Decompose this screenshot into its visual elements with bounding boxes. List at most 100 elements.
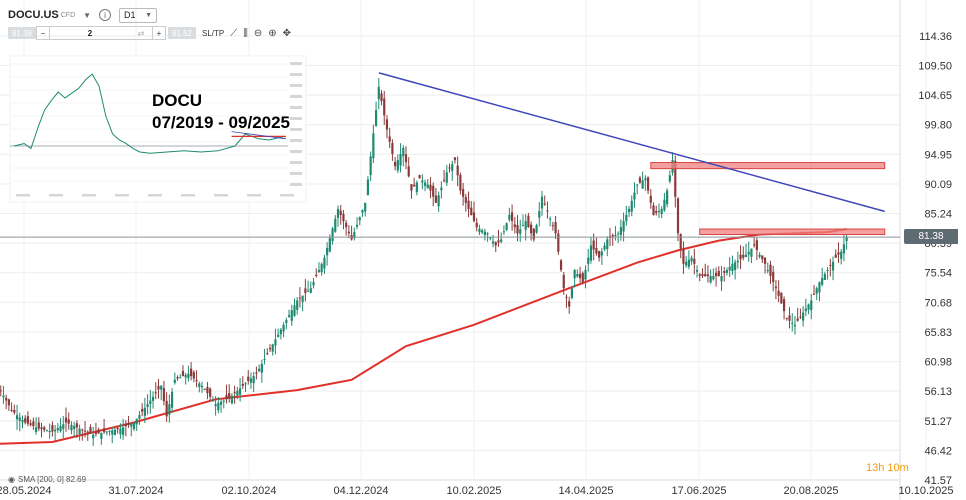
- swap-icon[interactable]: ⇄: [130, 26, 152, 40]
- candle-body: [625, 215, 628, 222]
- candle-body: [170, 391, 174, 408]
- increase-quantity-button[interactable]: +: [152, 26, 166, 40]
- candle-body: [247, 376, 250, 381]
- candle-body: [233, 392, 236, 394]
- chart-toolbar: DOCU.US CFD ▼ i D1 ▼: [8, 6, 158, 24]
- candle-body: [268, 347, 272, 350]
- candle-body: [578, 273, 582, 279]
- candle-body: [34, 427, 38, 433]
- line-chart-icon[interactable]: ⟋: [230, 27, 238, 39]
- candle-body: [92, 434, 95, 439]
- candle-body: [135, 418, 138, 425]
- info-icon[interactable]: i: [99, 9, 112, 21]
- candle-body: [274, 339, 277, 346]
- inset-axis-tick: [290, 128, 302, 131]
- zoom-out-icon[interactable]: ⊖: [253, 27, 263, 39]
- candle-body: [791, 322, 794, 324]
- price-tick-label: 90.09: [924, 179, 952, 191]
- candle-body: [320, 263, 323, 273]
- decrease-quantity-button[interactable]: −: [36, 26, 50, 40]
- candle-body: [113, 429, 117, 436]
- candle-body: [655, 211, 658, 213]
- candle-body: [464, 197, 467, 203]
- candle-body: [59, 426, 62, 432]
- candle-body: [339, 210, 342, 216]
- sell-button[interactable]: 81.38: [8, 27, 36, 39]
- candle-body: [666, 190, 669, 205]
- candle-body: [782, 299, 786, 312]
- candle-body: [581, 273, 584, 283]
- time-tick-label: 04.12.2024: [333, 485, 388, 497]
- inset-axis-tick: [290, 150, 302, 153]
- candle-body: [271, 344, 274, 352]
- candle-body: [530, 224, 533, 234]
- candle-body: [402, 147, 405, 157]
- inset-axis-tick: [148, 194, 162, 197]
- candle-body: [0, 390, 2, 392]
- candle-body: [162, 388, 166, 402]
- candle-body: [361, 210, 364, 213]
- candle-body: [277, 334, 280, 337]
- instrument-type-label: CFD: [60, 11, 76, 19]
- candle-body: [429, 184, 432, 191]
- time-tick-label: 14.04.2025: [558, 485, 613, 497]
- candle-body: [18, 417, 21, 421]
- sltp-button[interactable]: SL/TP: [202, 28, 225, 38]
- candle-body: [355, 224, 359, 227]
- candle-body: [353, 232, 356, 239]
- candle-body: [823, 273, 826, 280]
- inset-axis-tick: [214, 194, 228, 197]
- candle-body: [826, 269, 829, 271]
- candle-body: [287, 315, 291, 317]
- sma-line-path: [0, 228, 847, 445]
- quantity-input[interactable]: 2: [50, 26, 130, 40]
- candle-body: [266, 353, 269, 355]
- candle-body: [290, 310, 293, 321]
- buy-button[interactable]: 81.52: [168, 27, 196, 39]
- candle-body: [418, 174, 421, 179]
- candle-body: [508, 215, 511, 220]
- candle-body: [510, 212, 514, 222]
- inset-axis-tick: [82, 194, 96, 197]
- candle-body: [181, 370, 185, 377]
- symbol-dropdown-icon[interactable]: ▼: [83, 10, 92, 20]
- candle-body: [714, 272, 718, 277]
- candle-body: [37, 422, 40, 429]
- candle-body: [723, 271, 726, 273]
- candle-body: [298, 297, 302, 299]
- candle-body: [21, 420, 24, 423]
- timeframe-select[interactable]: D1 ▼: [119, 7, 158, 23]
- candle-body: [695, 269, 699, 272]
- candle-body: [676, 198, 680, 234]
- eye-icon[interactable]: ◉: [8, 475, 15, 484]
- sma-200-line: [0, 228, 847, 445]
- candle-body: [249, 378, 253, 383]
- candle-body: [772, 271, 775, 283]
- crosshair-icon[interactable]: ✥: [282, 27, 292, 39]
- candle-body: [407, 166, 410, 177]
- candle-body: [584, 269, 587, 280]
- candles-icon[interactable]: ⫼: [243, 27, 248, 39]
- zoom-in-icon[interactable]: ⊕: [268, 27, 277, 39]
- candle-body: [589, 245, 593, 261]
- candle-body: [804, 308, 807, 312]
- candle-body: [717, 270, 720, 277]
- candle-body: [774, 286, 778, 289]
- resistance-zone: [699, 228, 886, 236]
- candle-body: [10, 409, 13, 411]
- candle-body: [160, 385, 163, 390]
- candle-body: [97, 429, 100, 434]
- candle-body: [551, 225, 554, 227]
- resistance-zones: [650, 162, 886, 236]
- inset-axis-tick: [181, 194, 195, 197]
- symbol-label[interactable]: DOCU.US: [8, 9, 59, 21]
- sma-legend[interactable]: ◉ SMA [200, 0] 82.69: [8, 475, 86, 484]
- candle-body: [698, 274, 701, 277]
- candle-body: [470, 207, 473, 216]
- inset-axis-tick: [115, 194, 129, 197]
- candle-body: [489, 237, 492, 239]
- inset-axis-tick: [290, 95, 302, 98]
- candle-body: [192, 372, 195, 379]
- candle-body: [179, 377, 182, 379]
